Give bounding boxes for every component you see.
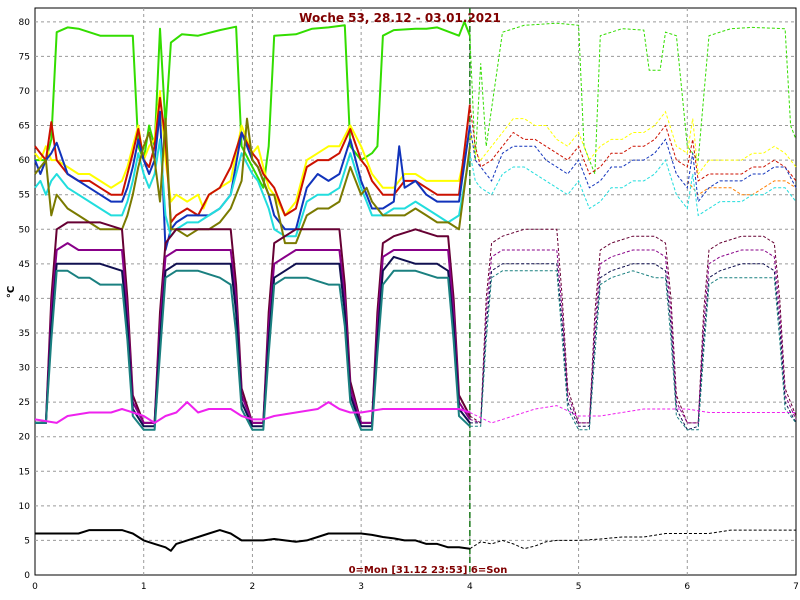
series-line-forecast [469,104,797,182]
series-line-forecast [469,153,797,217]
y-tick-label: 30 [19,364,31,374]
y-tick-label: 20 [19,433,31,443]
series-line-forecast [469,110,797,176]
x-tick-label: 1 [141,582,147,592]
chart-title: Woche 53, 28.12 - 03.01.2021 [299,11,501,25]
series-line-forecast [469,125,797,203]
series-line [34,90,471,217]
chart-footer: 0=Mon [31.12 23:53] 6=Son [349,565,508,576]
y-tick-label: 35 [19,329,30,339]
x-tick-label: 6 [684,582,690,592]
y-tick-label: 55 [19,191,30,201]
y-tick-label: 65 [19,122,30,132]
grid-layer [34,7,797,576]
y-tick-label: 60 [19,156,31,166]
y-tick-label: 45 [19,260,30,270]
x-tick-label: 4 [467,582,473,592]
series-line [34,138,471,238]
y-tick-label: 0 [24,571,30,581]
x-tick-label: 2 [250,582,256,592]
y-tick-label: 80 [19,18,31,28]
y-tick-label: 50 [19,225,31,235]
series-line-forecast [469,270,797,431]
series-line [35,255,471,428]
series-line [34,96,471,224]
series-line [35,242,471,424]
series-layer [34,20,797,552]
series-line [35,529,471,552]
series-line-forecast [469,263,797,431]
series-line [34,110,471,251]
series-line-forecast [469,249,797,424]
y-tick-label: 70 [19,87,31,97]
y-axis-label: °C [6,286,17,298]
series-line [34,401,471,424]
series-line [35,20,471,189]
y-tick-label: 5 [24,536,30,546]
series-line-forecast [469,405,796,424]
y-tick-label: 10 [19,502,31,512]
series-line-forecast [469,529,796,550]
plot-frame [34,7,797,576]
series-line [35,269,471,431]
series-line [34,117,471,245]
series-line-forecast [469,228,797,424]
y-tick-label: 15 [19,467,30,477]
x-tick-label: 7 [793,582,799,592]
series-line-forecast [469,22,797,175]
x-tick-label: 0 [32,582,38,592]
y-tick-label: 75 [19,52,30,62]
series-line-forecast [686,180,797,196]
x-tick-label: 5 [576,582,582,592]
x-tick-label: 3 [358,582,364,592]
y-tick-label: 25 [19,398,30,408]
y-tick-label: 40 [19,294,31,304]
